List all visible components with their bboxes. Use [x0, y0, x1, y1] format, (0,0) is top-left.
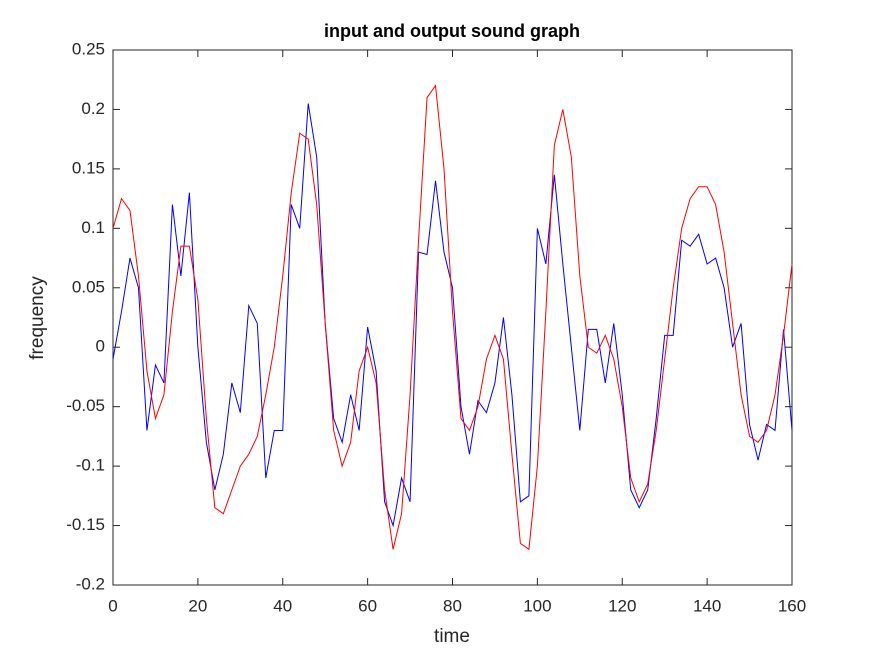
y-tick-label: -0.2	[76, 574, 105, 593]
x-tick-label: 40	[273, 596, 292, 615]
data-line	[112, 103, 793, 528]
y-tick-label: -0.1	[76, 456, 105, 475]
x-tick-label: 0	[108, 596, 117, 615]
y-tick-label: -0.15	[66, 515, 105, 534]
y-tick-label: 0	[96, 337, 105, 356]
x-tick-label: 160	[778, 596, 806, 615]
x-tick-label: 60	[358, 596, 377, 615]
y-tick-label: 0.15	[72, 158, 105, 177]
y-tick-label: 0.25	[72, 39, 105, 58]
x-tick-label: 120	[608, 596, 636, 615]
x-tick-label: 100	[523, 596, 551, 615]
x-axis-label: time	[434, 626, 470, 647]
y-tick-label: -0.05	[66, 396, 105, 415]
y-axis-label: frequency	[27, 276, 48, 360]
data-line	[112, 84, 793, 551]
x-tick-label: 80	[443, 596, 462, 615]
x-tick-label: 20	[188, 596, 207, 615]
x-tick-label: 140	[693, 596, 721, 615]
y-tick-label: 0.05	[72, 277, 105, 296]
y-tick-label: 0.2	[81, 99, 105, 118]
y-tick-label: 0.1	[81, 218, 105, 237]
chart-title: input and output sound graph	[324, 21, 580, 41]
